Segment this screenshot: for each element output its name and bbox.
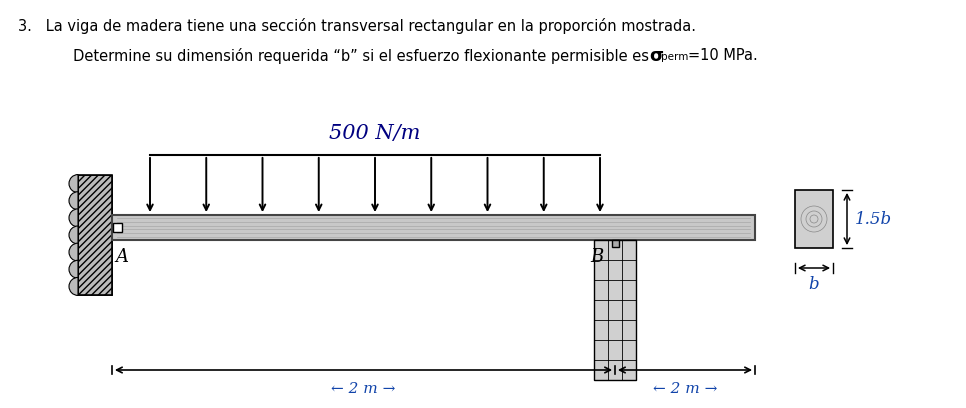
Text: 3.   La viga de madera tiene una sección transversal rectangular en la proporció: 3. La viga de madera tiene una sección t… bbox=[18, 18, 696, 34]
Bar bbox=[78, 175, 112, 295]
Text: B: B bbox=[590, 248, 603, 266]
Text: =10 MPa.: =10 MPa. bbox=[688, 48, 757, 63]
Text: 500 N/m: 500 N/m bbox=[329, 124, 420, 143]
Bar bbox=[78, 175, 112, 295]
Bar bbox=[594, 240, 636, 380]
Text: b: b bbox=[809, 276, 819, 293]
Wedge shape bbox=[69, 192, 78, 210]
Bar bbox=[611, 240, 618, 247]
Text: A: A bbox=[115, 248, 128, 266]
Bar bbox=[795, 190, 833, 248]
Wedge shape bbox=[69, 175, 78, 193]
Text: 1.5b: 1.5b bbox=[855, 211, 893, 228]
Text: ← 2 m →: ← 2 m → bbox=[331, 382, 396, 396]
Wedge shape bbox=[69, 260, 78, 278]
Text: perm: perm bbox=[661, 52, 689, 62]
Bar bbox=[113, 223, 122, 232]
Wedge shape bbox=[69, 243, 78, 261]
Wedge shape bbox=[69, 277, 78, 295]
Text: Determine su dimensión requerida “b” si el esfuerzo flexionante permisible es: Determine su dimensión requerida “b” si … bbox=[50, 48, 658, 64]
Text: $\mathbf{\sigma}$: $\mathbf{\sigma}$ bbox=[649, 47, 664, 65]
Wedge shape bbox=[69, 226, 78, 244]
Text: ← 2 m →: ← 2 m → bbox=[653, 382, 717, 396]
Bar bbox=[112, 215, 755, 240]
Wedge shape bbox=[69, 209, 78, 227]
